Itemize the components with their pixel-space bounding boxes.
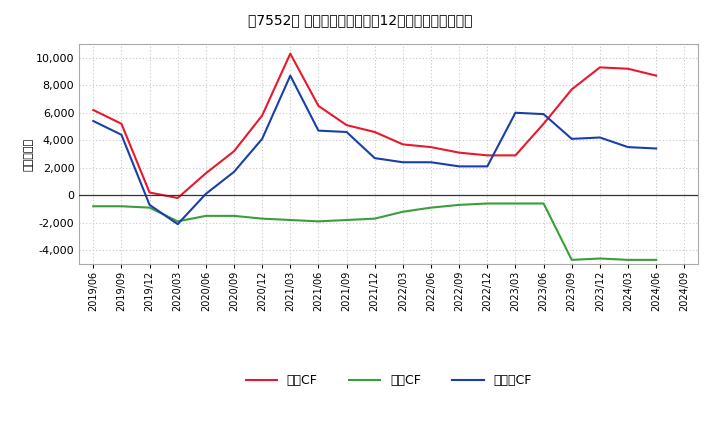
投資CF <box>314 219 323 224</box>
投資CF <box>427 205 436 210</box>
投資CF <box>342 217 351 223</box>
フリーCF <box>624 144 632 150</box>
投資CF <box>145 205 154 210</box>
営業CF <box>117 121 126 126</box>
フリーCF <box>145 202 154 208</box>
フリーCF <box>399 160 408 165</box>
営業CF <box>595 65 604 70</box>
営業CF <box>342 122 351 128</box>
営業CF <box>539 121 548 126</box>
投資CF <box>511 201 520 206</box>
フリーCF <box>595 135 604 140</box>
フリーCF <box>202 191 210 197</box>
投資CF <box>230 213 238 219</box>
Text: 7552、 キャッシュフローの12か月移動合計の推移: 7552、 キャッシュフローの12か月移動合計の推移 <box>248 13 472 27</box>
Y-axis label: （百万円）: （百万円） <box>23 137 33 171</box>
営業CF <box>370 129 379 135</box>
投資CF <box>202 213 210 219</box>
投資CF <box>624 257 632 263</box>
フリーCF <box>174 221 182 227</box>
フリーCF <box>286 73 294 78</box>
投資CF <box>455 202 464 208</box>
Legend: 営業CF, 投資CF, フリーCF: 営業CF, 投資CF, フリーCF <box>240 369 537 392</box>
フリーCF <box>314 128 323 133</box>
フリーCF <box>455 164 464 169</box>
フリーCF <box>567 136 576 142</box>
投資CF <box>567 257 576 263</box>
営業CF <box>286 51 294 56</box>
営業CF <box>230 149 238 154</box>
投資CF <box>89 204 98 209</box>
営業CF <box>314 103 323 109</box>
Line: フリーCF: フリーCF <box>94 76 656 224</box>
投資CF <box>286 217 294 223</box>
フリーCF <box>230 169 238 175</box>
営業CF <box>202 171 210 176</box>
投資CF <box>539 201 548 206</box>
投資CF <box>483 201 492 206</box>
フリーCF <box>511 110 520 115</box>
営業CF <box>567 87 576 92</box>
投資CF <box>117 204 126 209</box>
営業CF <box>483 153 492 158</box>
投資CF <box>595 256 604 261</box>
営業CF <box>258 113 266 118</box>
投資CF <box>258 216 266 221</box>
営業CF <box>511 153 520 158</box>
フリーCF <box>117 132 126 137</box>
営業CF <box>455 150 464 155</box>
投資CF <box>652 257 660 263</box>
営業CF <box>399 142 408 147</box>
フリーCF <box>258 136 266 142</box>
フリーCF <box>539 111 548 117</box>
フリーCF <box>427 160 436 165</box>
フリーCF <box>342 129 351 135</box>
フリーCF <box>483 164 492 169</box>
Line: 投資CF: 投資CF <box>94 203 656 260</box>
営業CF <box>652 73 660 78</box>
営業CF <box>174 195 182 201</box>
投資CF <box>370 216 379 221</box>
Line: 営業CF: 営業CF <box>94 54 656 198</box>
投資CF <box>399 209 408 214</box>
フリーCF <box>89 118 98 124</box>
投資CF <box>174 219 182 224</box>
フリーCF <box>652 146 660 151</box>
フリーCF <box>370 155 379 161</box>
営業CF <box>624 66 632 71</box>
営業CF <box>427 144 436 150</box>
営業CF <box>145 190 154 195</box>
営業CF <box>89 107 98 113</box>
